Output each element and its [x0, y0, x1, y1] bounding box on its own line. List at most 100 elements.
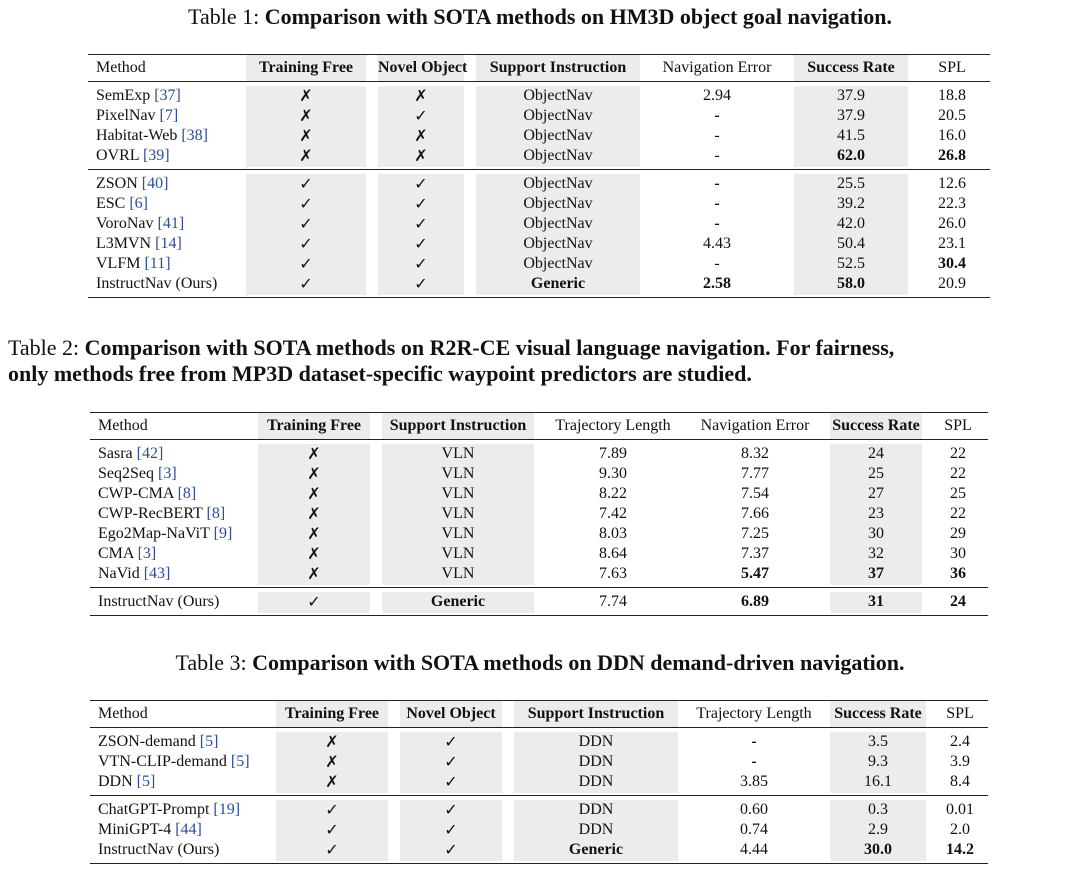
table-row: NaVid [43] ✗ VLN 7.63 5.47 37 36 — [90, 564, 988, 588]
citation-link[interactable]: [5] — [136, 773, 156, 790]
table-cell: 22.3 — [938, 195, 966, 212]
table-cell: Generic — [470, 274, 646, 298]
method-name: SemExp — [96, 87, 151, 104]
cross-mark: ✗ — [252, 524, 376, 544]
table-cell: 0.60 — [740, 801, 768, 818]
citation-link[interactable]: [8] — [177, 485, 197, 502]
citation-link[interactable]: [3] — [137, 545, 157, 562]
table-cell: - — [714, 255, 720, 272]
table-cell: - — [714, 107, 720, 124]
table-row: InstructNav (Ours) ✓ Generic 7.74 6.89 31 24 — [90, 588, 988, 616]
table-cell: 7.89 — [599, 445, 627, 462]
table-cell: - — [751, 753, 757, 770]
check-mark: ✓ — [372, 194, 470, 214]
check-mark: ✓ — [394, 772, 508, 796]
table-cell: 3.9 — [950, 753, 970, 770]
table-cell: 27 — [824, 484, 928, 504]
table-cell: - — [714, 175, 720, 192]
table-cell: 42.0 — [788, 214, 914, 234]
table2-caption: Table 2: Comparison with SOTA methods on… — [8, 335, 894, 387]
column-header: SPL — [944, 417, 972, 434]
method-name: VLFM — [96, 255, 141, 272]
citation-link[interactable]: [19] — [213, 801, 241, 818]
table-row: DDN [5] ✗ ✓ DDN 3.85 16.1 8.4 — [90, 772, 988, 796]
citation-link[interactable]: [7] — [159, 107, 179, 124]
citation-link[interactable]: [43] — [143, 565, 171, 582]
check-mark: ✓ — [270, 840, 394, 864]
citation-link[interactable]: [8] — [206, 505, 226, 522]
header-row: Method Training Free Novel Object Support I… — [88, 54, 990, 82]
cross-mark: ✗ — [252, 564, 376, 588]
cross-mark: ✗ — [240, 82, 372, 106]
table-cell: 7.42 — [599, 505, 627, 522]
table-cell: 2.9 — [824, 820, 932, 840]
table-cell: 50.4 — [788, 234, 914, 254]
column-header: Novel Object — [372, 54, 470, 82]
table-cell: 8.03 — [599, 525, 627, 542]
citation-link[interactable]: [6] — [129, 195, 148, 212]
table-cell: 20.5 — [938, 107, 966, 124]
check-mark: ✓ — [372, 106, 470, 126]
table-cell: 22 — [950, 445, 966, 462]
table-cell: DDN — [508, 728, 684, 752]
citation-link[interactable]: [38] — [181, 127, 208, 144]
column-header: SPL — [938, 59, 966, 76]
method-name: ZSON-demand — [98, 733, 196, 750]
method-name: L3MVN — [96, 235, 152, 252]
table-cell: 7.66 — [741, 505, 769, 522]
column-header: Novel Object — [394, 700, 508, 728]
method-cell: MiniGPT-4 [44] — [90, 820, 270, 840]
check-mark: ✓ — [240, 170, 372, 194]
table-cell: 30.0 — [824, 840, 932, 864]
citation-link[interactable]: [40] — [141, 175, 169, 192]
column-header: Support Instruction — [376, 412, 540, 440]
table1-caption-title: Comparison with SOTA methods on HM3D obj… — [264, 4, 892, 29]
table-cell: - — [714, 215, 720, 232]
table-cell: VLN — [376, 524, 540, 544]
table-cell: 8.32 — [741, 445, 769, 462]
table-cell: Generic — [376, 588, 540, 616]
table-cell: VLN — [376, 504, 540, 524]
table-cell: 20.9 — [938, 275, 966, 292]
citation-link[interactable]: [5] — [199, 733, 219, 750]
check-mark: ✓ — [394, 840, 508, 864]
citation-link[interactable]: [11] — [144, 255, 171, 272]
citation-link[interactable]: [37] — [154, 87, 181, 104]
table-cell: VLN — [376, 484, 540, 504]
check-mark: ✓ — [240, 254, 372, 274]
cross-mark: ✗ — [270, 772, 394, 796]
citation-link[interactable]: [42] — [136, 445, 164, 462]
citation-link[interactable]: [5] — [230, 753, 250, 770]
table-row: Seq2Seq [3] ✗ VLN 9.30 7.77 25 22 — [90, 464, 988, 484]
method-cell: ESC [6] — [88, 194, 240, 214]
citation-link[interactable]: [44] — [175, 821, 202, 838]
citation-link[interactable]: [9] — [213, 525, 233, 542]
table-cell: 9.3 — [824, 752, 932, 772]
check-mark: ✓ — [270, 820, 394, 840]
method-cell: ChatGPT-Prompt [19] — [90, 796, 270, 821]
column-header: Training Free — [270, 700, 394, 728]
citation-link[interactable]: [14] — [155, 235, 182, 252]
citation-link[interactable]: [41] — [157, 215, 185, 232]
table-cell: ObjectNav — [470, 146, 646, 170]
method-cell: CWP-CMA [8] — [90, 484, 252, 504]
table-cell: 37 — [824, 564, 928, 588]
method-cell: ZSON-demand [5] — [90, 728, 270, 753]
table-row: ZSON-demand [5] ✗ ✓ DDN -3.5 2.4 — [90, 728, 988, 753]
table-cell: 3.5 — [824, 728, 932, 752]
citation-link[interactable]: [3] — [158, 465, 177, 482]
cross-mark: ✗ — [372, 126, 470, 146]
table-cell: 7.63 — [599, 565, 627, 582]
check-mark: ✓ — [240, 214, 372, 234]
method-name: MiniGPT-4 — [98, 821, 172, 838]
table-cell: 14.2 — [946, 841, 974, 858]
check-mark: ✓ — [394, 752, 508, 772]
table-cell: 24 — [824, 440, 928, 464]
table2: Method Training Free Support Instruction Tr… — [90, 412, 988, 616]
table-cell: 7.25 — [741, 525, 769, 542]
citation-link[interactable]: [39] — [142, 147, 170, 164]
table-cell: 22 — [950, 465, 966, 482]
table-row: CMA [3] ✗ VLN 8.64 7.37 32 30 — [90, 544, 988, 564]
table-row: VoroNav [41] ✓ ✓ ObjectNav -42.0 26.0 — [88, 214, 990, 234]
cross-mark: ✗ — [270, 728, 394, 752]
